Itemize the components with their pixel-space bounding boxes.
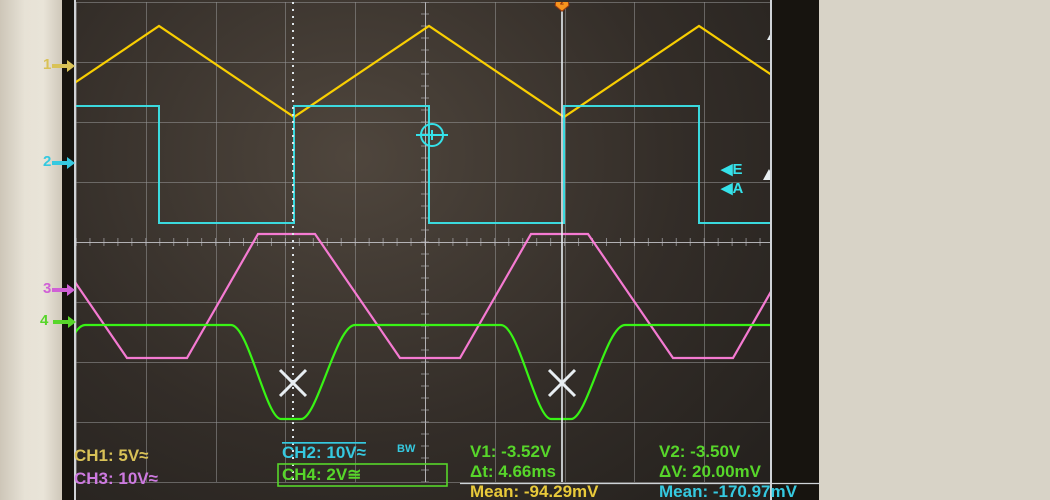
svg-text:◀A: ◀A <box>720 180 744 197</box>
svg-text:2: 2 <box>560 2 564 7</box>
svg-text:◀E: ◀E <box>720 161 743 178</box>
